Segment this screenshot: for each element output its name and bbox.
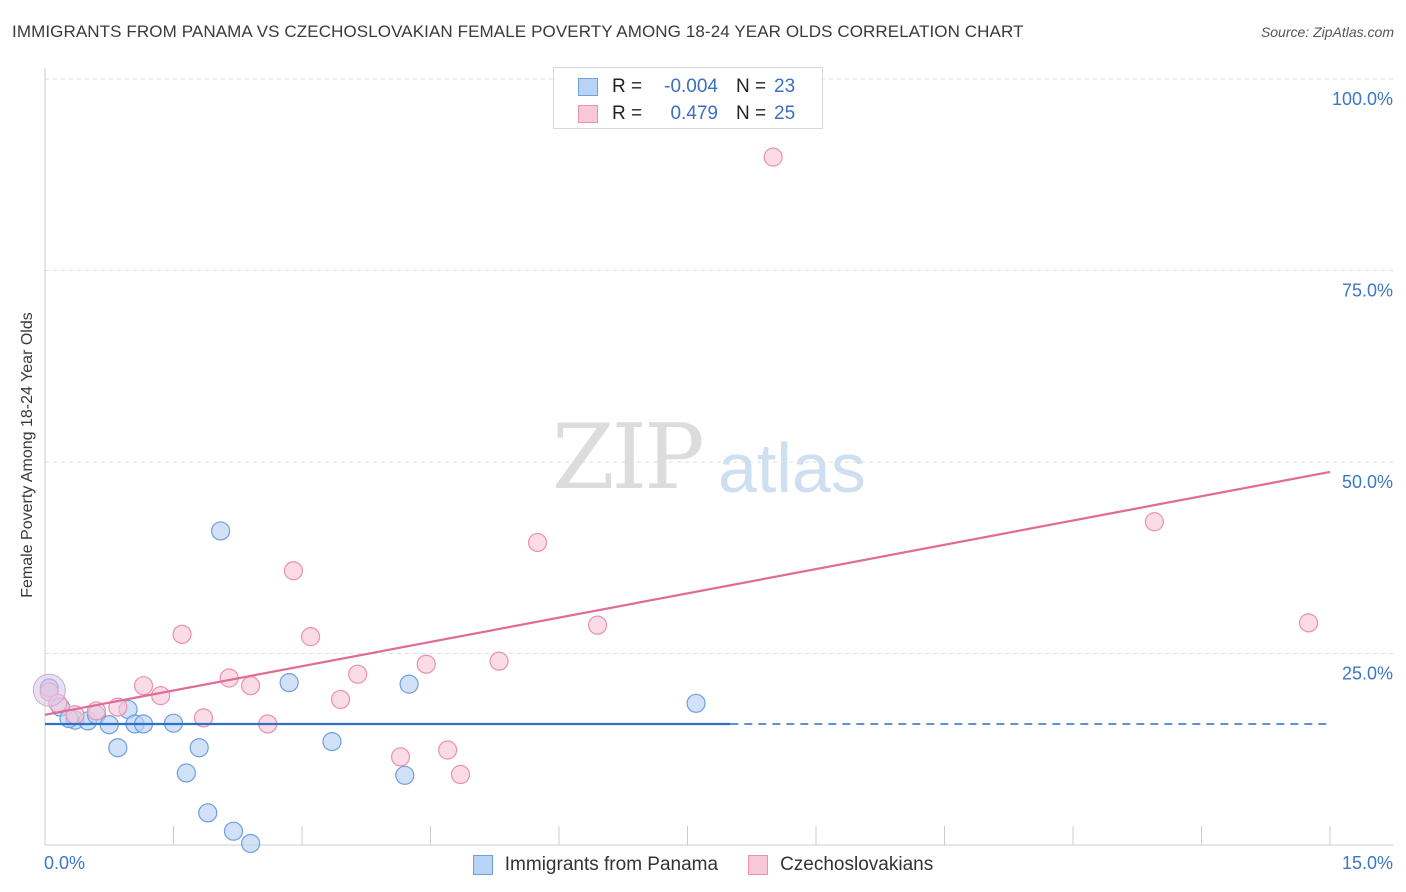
panama-point xyxy=(322,731,342,752)
correlation-legend: R = -0.004 N = 23 R = 0.479 N = 25 xyxy=(553,67,823,129)
czech-point xyxy=(193,708,214,728)
czech-trend-line xyxy=(44,470,1331,716)
panama-point xyxy=(211,521,231,541)
panama-point xyxy=(399,674,419,694)
overlap-point xyxy=(32,673,66,707)
panama-point xyxy=(223,821,244,841)
czech-point xyxy=(390,747,411,767)
czech-point xyxy=(587,615,608,635)
czech-point xyxy=(763,147,783,167)
czech-point xyxy=(438,740,458,760)
legend-n-value: 25 xyxy=(774,103,796,124)
y-tick-label: 100.0% xyxy=(1332,89,1393,109)
czech-point xyxy=(1298,613,1319,633)
czech-point xyxy=(416,654,436,674)
legend-item-panama[interactable]: Immigrants from Panama xyxy=(472,854,719,876)
legend-n-label: N = xyxy=(736,76,767,97)
x-tick-label: 15.0% xyxy=(1342,853,1393,873)
panama-point xyxy=(108,738,128,758)
legend-swatch-blue xyxy=(472,855,493,875)
czech-point xyxy=(489,651,509,671)
czech-point xyxy=(527,532,548,553)
legend-swatch-blue xyxy=(578,78,598,96)
czech-point xyxy=(330,689,351,710)
legend-swatch-pink xyxy=(748,855,769,875)
panama-point xyxy=(198,803,218,823)
legend-label-czech: Czechoslovakians xyxy=(780,854,934,875)
panama-point xyxy=(189,738,209,758)
source-label: Source: ZipAtlas.com xyxy=(1260,24,1394,40)
czech-point xyxy=(151,686,171,706)
legend-n-label: N = xyxy=(736,103,767,124)
series-legend: Immigrants from Panama Czechoslovakians xyxy=(0,852,1406,878)
czech-point xyxy=(172,624,192,644)
czech-point xyxy=(133,676,154,696)
czech-point xyxy=(1144,512,1164,532)
panama-point xyxy=(279,673,299,693)
czech-point xyxy=(241,676,261,696)
czech-point xyxy=(450,764,471,785)
legend-swatch-pink xyxy=(578,105,598,123)
panama-point xyxy=(241,833,261,854)
legend-r-value: 0.479 xyxy=(670,103,718,124)
legend-row-czech: R = 0.479 N = 25 xyxy=(578,102,795,126)
legend-r-value: -0.004 xyxy=(664,76,718,97)
czech-point xyxy=(348,664,368,684)
x-tick-label: 0.0% xyxy=(44,853,85,873)
legend-r-label: R = xyxy=(612,76,643,97)
y-tick-label: 50.0% xyxy=(1342,472,1393,492)
chart-title: IMMIGRANTS FROM PANAMA VS CZECHOSLOVAKIA… xyxy=(12,22,1024,41)
y-tick-label: 75.0% xyxy=(1342,281,1393,301)
legend-label-panama: Immigrants from Panama xyxy=(504,854,719,875)
panama-point xyxy=(395,765,415,785)
legend-item-czech[interactable]: Czechoslovakians xyxy=(748,854,933,876)
legend-n-value: 23 xyxy=(774,76,796,97)
czech-point xyxy=(283,561,304,581)
legend-row-panama: R = -0.004 N = 23 xyxy=(578,75,795,99)
legend-r-label: R = xyxy=(612,103,643,124)
czech-point xyxy=(300,627,321,647)
y-tick-label: 25.0% xyxy=(1342,664,1393,684)
panama-point xyxy=(686,693,706,713)
panama-point xyxy=(176,763,196,783)
watermark-atlas: atlas xyxy=(718,429,866,507)
watermark-zip: ZIP xyxy=(552,405,705,510)
